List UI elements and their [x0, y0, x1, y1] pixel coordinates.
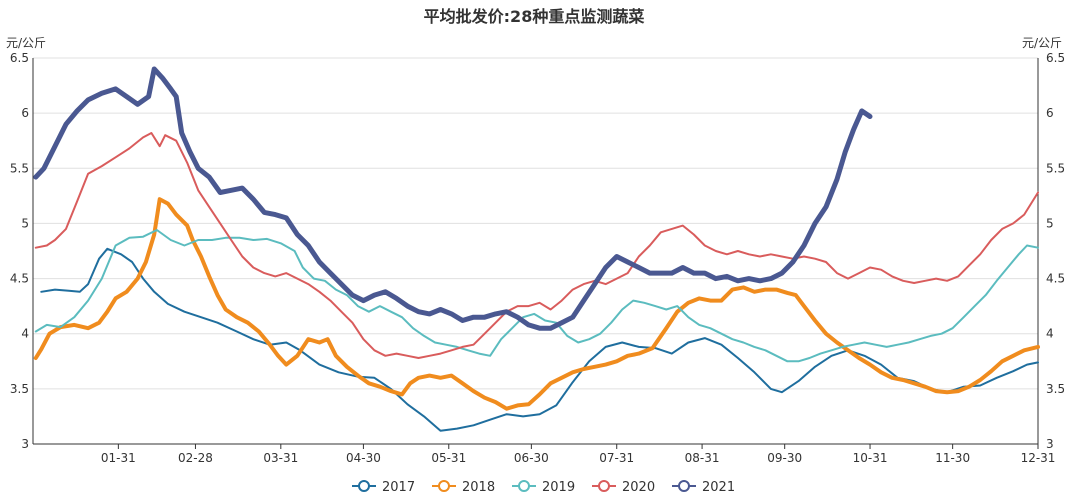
y-tick-label-left: 4: [21, 327, 29, 341]
x-tick-label: 12-31: [1021, 451, 1056, 465]
x-tick-label: 03-31: [263, 451, 298, 465]
x-tick-label: 05-31: [431, 451, 466, 465]
legend-label: 2020: [622, 480, 655, 495]
y-tick-label-left: 4.5: [10, 272, 29, 286]
y-tick-label-left: 3.5: [10, 382, 29, 396]
legend-swatch-marker: [439, 481, 449, 491]
y-tick-label-right: 4.5: [1046, 272, 1065, 286]
legend-swatch-marker: [679, 481, 689, 491]
x-tick-label: 08-31: [685, 451, 720, 465]
legend-swatch-marker: [599, 481, 609, 491]
y-axis-right-unit: 元/公斤: [1022, 36, 1062, 50]
series-line-2019: [36, 230, 1038, 361]
y-tick-label-right: 5: [1046, 216, 1054, 230]
y-tick-label-left: 5: [21, 216, 29, 230]
y-tick-label-left: 3: [21, 437, 29, 451]
x-tick-label: 07-31: [599, 451, 634, 465]
legend-label: 2018: [462, 480, 495, 495]
x-tick-label: 09-30: [767, 451, 802, 465]
legend-label: 2021: [702, 480, 735, 495]
chart-container: 平均批发价:28种重点监测蔬菜 元/公斤 元/公斤 3 3 3.5 3.5 4 4 4.5 4…: [0, 0, 1068, 496]
legend-swatch-marker: [519, 481, 529, 491]
y-tick-label-right: 5.5: [1046, 161, 1065, 175]
legend-item-2019[interactable]: 2019: [512, 480, 575, 495]
y-tick-label-right: 3.5: [1046, 382, 1065, 396]
legend-label: 2017: [382, 480, 415, 495]
x-tick-label: 04-30: [346, 451, 381, 465]
x-tick-label: 06-30: [514, 451, 549, 465]
legend-label: 2019: [542, 480, 575, 495]
chart-svg: 平均批发价:28种重点监测蔬菜 元/公斤 元/公斤 3 3 3.5 3.5 4 4 4.5 4…: [0, 0, 1068, 496]
series-lines: [36, 69, 1038, 431]
x-tick-label: 01-31: [101, 451, 136, 465]
legend-item-2018[interactable]: 2018: [432, 480, 495, 495]
legend-item-2020[interactable]: 2020: [592, 480, 655, 495]
y-tick-label-right: 3: [1046, 437, 1054, 451]
y-tick-label-right: 6.5: [1046, 51, 1065, 65]
x-tick-label: 11-30: [935, 451, 970, 465]
series-line-2017: [41, 249, 1038, 431]
legend-item-2017[interactable]: 2017: [352, 480, 415, 495]
x-tick-label: 02-28: [178, 451, 213, 465]
grid-lines: [33, 58, 1038, 444]
legend[interactable]: 2017 2018 2019 2020 2021: [352, 480, 735, 495]
y-tick-label-left: 5.5: [10, 161, 29, 175]
y-axis-left-unit: 元/公斤: [6, 36, 46, 50]
legend-item-2021[interactable]: 2021: [672, 480, 735, 495]
legend-swatch-marker: [359, 481, 369, 491]
x-tick-label: 10-31: [853, 451, 888, 465]
y-tick-label-right: 4: [1046, 327, 1054, 341]
y-tick-label-left: 6.5: [10, 51, 29, 65]
y-tick-label-left: 6: [21, 106, 29, 120]
chart-title: 平均批发价:28种重点监测蔬菜: [424, 7, 645, 26]
y-tick-label-right: 6: [1046, 106, 1054, 120]
